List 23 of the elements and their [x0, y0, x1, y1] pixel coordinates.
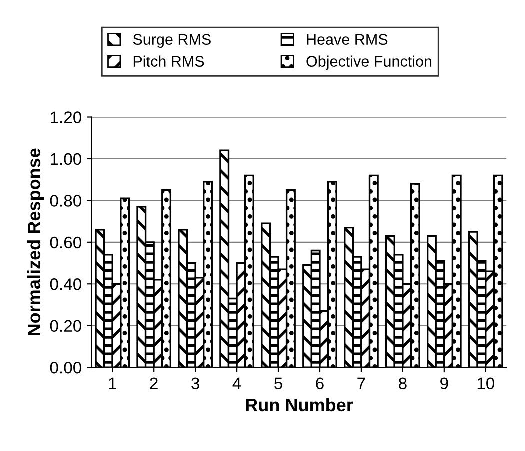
- x-tick-label: 5: [274, 378, 282, 390]
- y-tick-label: 1.20: [50, 112, 82, 124]
- legend-label: Surge RMS: [133, 34, 211, 48]
- x-axis-title: Run Number: [246, 398, 354, 412]
- legend-label: Heave RMS: [307, 34, 388, 46]
- legend-label: Pitch RMS: [134, 56, 204, 67]
- x-tick-label: 7: [358, 378, 366, 390]
- x-tick-label: 6: [316, 378, 324, 390]
- x-tick-label: 8: [399, 378, 407, 390]
- y-tick-label: 0.00: [50, 362, 82, 374]
- y-axis-title: Normalized Response: [27, 148, 44, 336]
- y-tick-label: 0.60: [50, 236, 82, 249]
- x-tick-label: 9: [440, 378, 448, 390]
- legend-label: Objective Function: [306, 56, 432, 70]
- x-tick-label: 2: [150, 378, 158, 390]
- x-tick-label: 1: [109, 378, 116, 390]
- y-tick-label: 0.40: [50, 278, 82, 290]
- y-tick-label: 0.80: [50, 195, 82, 207]
- y-tick-label: 0.20: [50, 320, 82, 332]
- x-tick-label: 4: [232, 378, 242, 390]
- x-tick-label: 3: [192, 378, 200, 390]
- y-tick-label: 1.00: [50, 153, 82, 166]
- x-tick-label: 10: [478, 378, 495, 390]
